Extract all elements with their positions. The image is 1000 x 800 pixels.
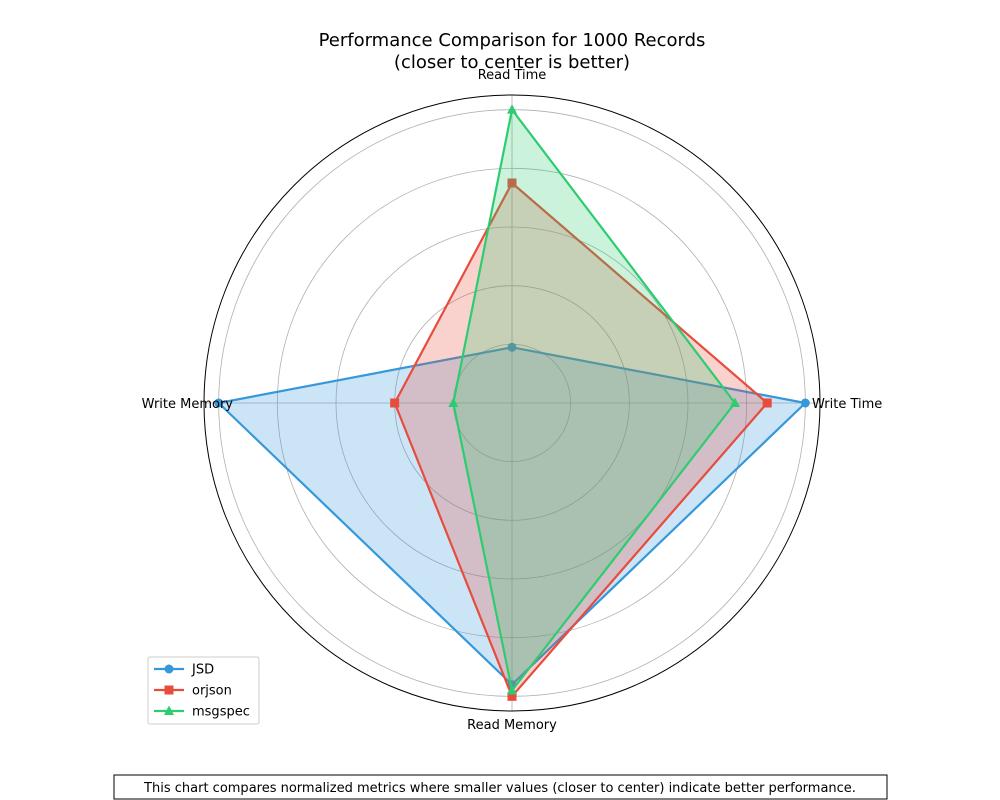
legend-label-orjson: orjson xyxy=(192,684,232,699)
chart-title: Performance Comparison for 1000 Records xyxy=(319,30,706,51)
data-point-orjson xyxy=(762,398,772,408)
legend-box xyxy=(147,656,260,725)
chart-subtitle: (closer to center is better) xyxy=(394,52,630,73)
legend-label-JSD: JSD xyxy=(191,663,214,678)
legend-label-msgspec: msgspec xyxy=(192,705,250,720)
legend-marker-orjson xyxy=(164,685,174,695)
data-point-JSD xyxy=(214,398,224,408)
caption: This chart compares normalized metrics w… xyxy=(143,781,856,796)
data-point-JSD xyxy=(800,398,810,408)
data-point-orjson xyxy=(390,398,400,408)
series-area-msgspec xyxy=(453,109,735,691)
axis-label-read-time: Read Time xyxy=(478,68,547,83)
data-point-msgspec xyxy=(507,684,517,695)
data-point-JSD xyxy=(507,342,517,352)
legend-marker-msgspec xyxy=(164,705,174,715)
data-point-orjson xyxy=(507,178,517,188)
outer-frame xyxy=(203,94,821,712)
legend-marker-JSD xyxy=(164,664,174,674)
axis-label-write-time: Write Time xyxy=(812,397,882,412)
radar-series xyxy=(214,104,810,701)
axis-label-read-memory: Read Memory xyxy=(467,718,557,733)
data-point-msgspec xyxy=(729,397,740,407)
axis-label-write-memory: Write Memory xyxy=(142,397,234,412)
caption-box: This chart compares normalized metrics w… xyxy=(113,774,888,800)
data-point-msgspec xyxy=(448,397,459,407)
axis-labels: Read Time Write Time Read Memory Write Memo… xyxy=(142,68,883,733)
legend: JSD orjson msgspec xyxy=(147,656,260,725)
data-point-msgspec xyxy=(507,104,517,114)
caption-border xyxy=(113,774,888,800)
series-area-JSD xyxy=(218,347,806,685)
data-point-orjson xyxy=(507,691,517,701)
